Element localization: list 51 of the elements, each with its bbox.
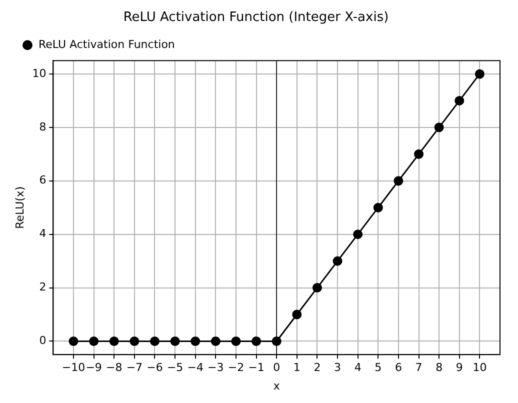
point xyxy=(252,336,262,346)
chart-title: ReLU Activation Function (Integer X-axis) xyxy=(123,10,389,26)
point xyxy=(150,336,160,346)
point xyxy=(109,336,119,346)
x-tick-label: −6 xyxy=(146,361,163,374)
y-tick-label: 4 xyxy=(39,227,46,240)
y-tick-label: 2 xyxy=(39,280,46,294)
legend-label: ReLU Activation Function xyxy=(38,38,175,51)
point xyxy=(130,336,140,346)
x-tick-label: −7 xyxy=(126,361,143,374)
point xyxy=(292,310,302,320)
point xyxy=(170,336,180,346)
y-tick-label: 0 xyxy=(39,334,46,348)
x-tick-label: 2 xyxy=(314,361,321,374)
x-tick-label: −3 xyxy=(208,361,224,374)
x-axis-title: x xyxy=(273,379,280,392)
x-tick-label: 10 xyxy=(472,361,487,374)
x-tick-label: 4 xyxy=(354,361,362,374)
y-axis-title: ReLU(x) xyxy=(13,186,26,229)
point xyxy=(414,149,424,159)
x-tick-label: 5 xyxy=(374,361,382,374)
x-tick-label: 6 xyxy=(394,361,402,374)
x-tick-label: 0 xyxy=(273,361,280,374)
y-tick-label: 8 xyxy=(39,120,46,134)
point xyxy=(210,336,220,346)
x-tick-label: 3 xyxy=(334,361,342,374)
point xyxy=(373,202,383,212)
point xyxy=(454,96,464,106)
x-tick-label: −5 xyxy=(166,361,184,374)
x-tick-label: −8 xyxy=(106,361,122,374)
point xyxy=(434,122,444,132)
point xyxy=(474,69,484,79)
x-tick-label: 1 xyxy=(293,361,300,374)
point xyxy=(332,256,342,266)
y-tick-label: 10 xyxy=(32,66,46,80)
x-tick-label: −9 xyxy=(86,361,102,374)
x-tick-label: 7 xyxy=(415,361,422,374)
x-tick-label: −4 xyxy=(187,361,204,374)
point xyxy=(89,336,99,346)
point xyxy=(190,336,200,346)
y-tick-label: 6 xyxy=(39,174,46,187)
x-tick-label: 8 xyxy=(436,361,443,374)
point xyxy=(353,230,363,240)
point xyxy=(231,336,241,346)
x-tick-label: −2 xyxy=(228,361,244,374)
point xyxy=(68,336,78,346)
point xyxy=(312,283,322,293)
point xyxy=(394,176,404,186)
x-tick-label: −10 xyxy=(62,361,86,374)
x-tick-label: 9 xyxy=(456,361,463,374)
x-tick-label: −1 xyxy=(248,361,264,374)
